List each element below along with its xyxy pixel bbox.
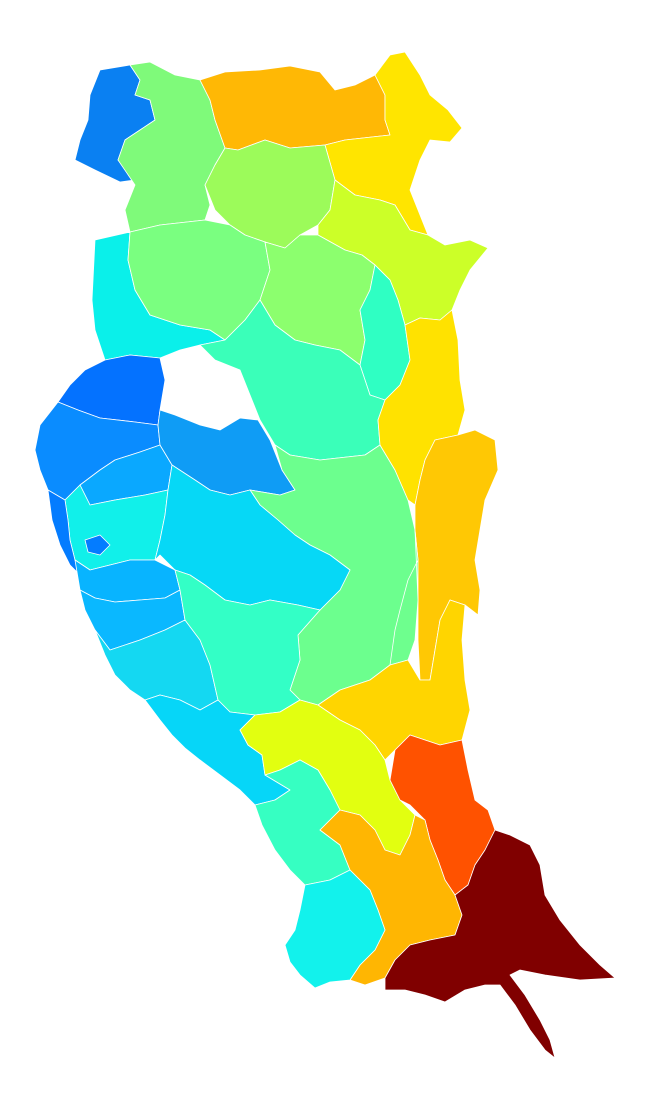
- map-region: [284, 869, 386, 989]
- map-region: [324, 51, 463, 236]
- map-region: [384, 829, 616, 1059]
- map-region: [174, 569, 321, 716]
- map-region: [389, 529, 419, 666]
- map-region: [154, 464, 351, 611]
- map-region: [199, 65, 391, 151]
